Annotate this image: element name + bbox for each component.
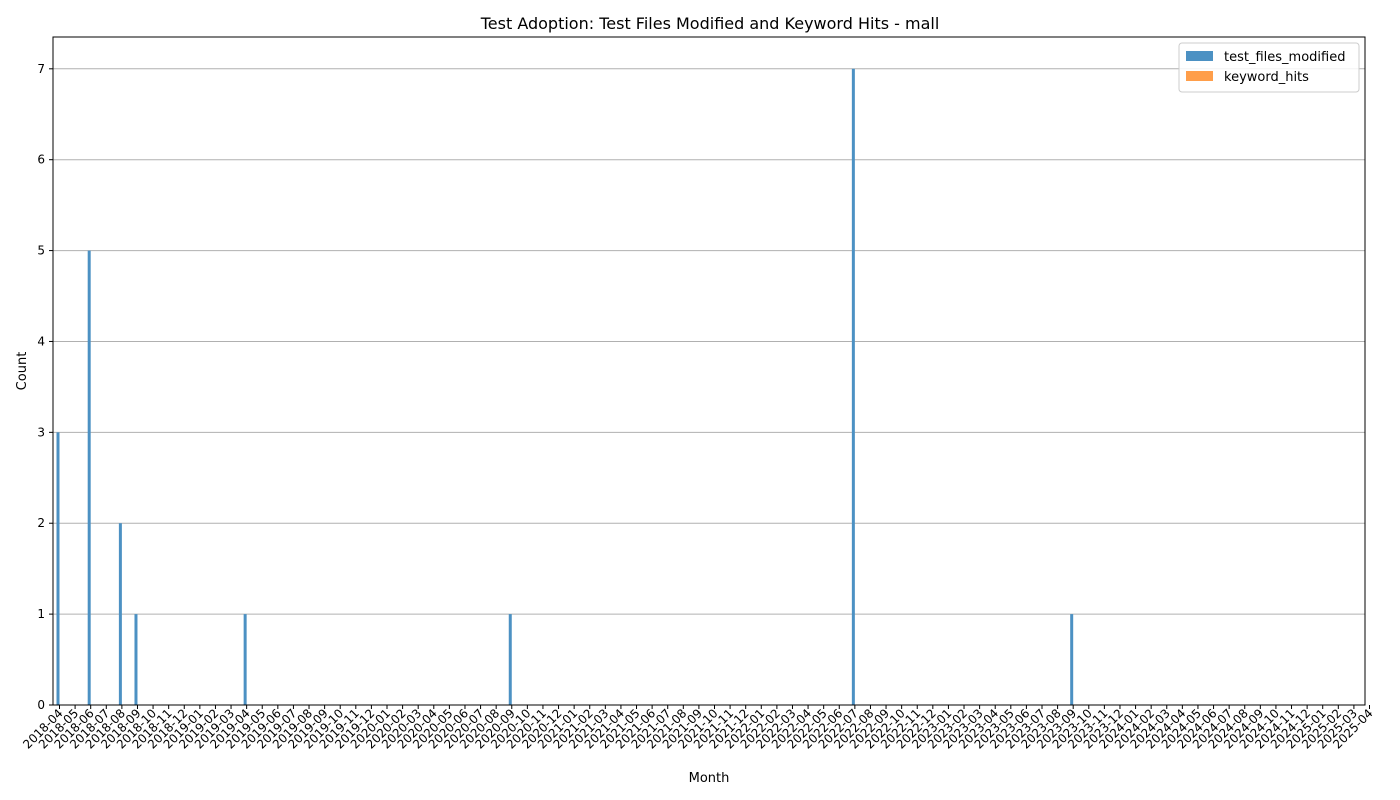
y-tick-label: 7: [37, 62, 45, 76]
x-axis-ticks: 2018-042018-052018-062018-072018-082018-…: [20, 705, 1376, 752]
x-axis-label: Month: [689, 771, 730, 786]
bar-test-files-modified: [118, 523, 122, 705]
y-axis-label: Count: [15, 352, 30, 391]
bar-test-files-modified: [243, 614, 247, 705]
y-tick-label: 3: [37, 425, 45, 439]
y-tick-label: 4: [37, 334, 45, 348]
bar-test-files-modified: [134, 614, 138, 705]
bar-test-files-modified: [87, 250, 91, 705]
y-tick-label: 2: [37, 516, 45, 530]
legend: test_files_modified keyword_hits: [1178, 42, 1360, 93]
y-axis-ticks: 0 1 2 3 4 5 6 7: [37, 62, 53, 712]
y-tick-label: 0: [37, 698, 45, 712]
plot-frame: [52, 36, 1366, 706]
bar-test-files-modified: [56, 432, 60, 705]
bar-test-files-modified: [1070, 614, 1074, 705]
bars: [56, 68, 1074, 706]
legend-label-test-files-modified: test_files_modified: [1224, 50, 1345, 65]
y-tick-label: 1: [37, 607, 45, 621]
y-tick-label: 6: [37, 153, 45, 167]
legend-swatch-keyword-hits: [1186, 71, 1213, 81]
bar-test-files-modified: [508, 614, 512, 705]
legend-label-keyword-hits: keyword_hits: [1224, 70, 1309, 85]
legend-box: [1178, 42, 1360, 93]
bar-test-files-modified: [851, 68, 855, 706]
chart-title: Test Adoption: Test Files Modified and K…: [480, 14, 940, 33]
gridlines: [53, 68, 1365, 706]
legend-swatch-test-files-modified: [1186, 51, 1213, 61]
y-tick-label: 5: [37, 244, 45, 258]
